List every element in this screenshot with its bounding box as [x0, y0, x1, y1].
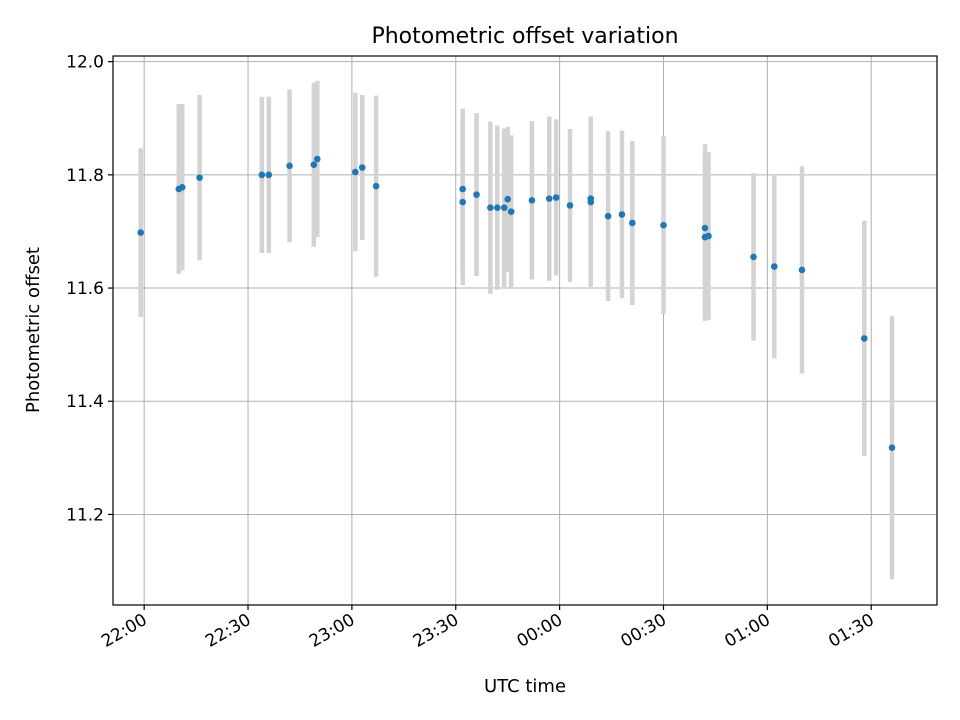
grid	[113, 56, 937, 605]
data-point	[258, 171, 266, 179]
data-point	[137, 229, 144, 236]
x-axis-label: UTC time	[484, 676, 566, 697]
data-point	[587, 195, 595, 202]
data-point	[358, 164, 366, 171]
data-point	[618, 211, 626, 218]
data-point	[798, 266, 806, 274]
data-point	[459, 198, 466, 206]
data-point	[770, 263, 778, 270]
y-tick-label: 11.6	[66, 279, 104, 299]
data-point	[494, 204, 501, 211]
data-point	[265, 171, 273, 179]
data-point	[705, 232, 712, 240]
y-tick-label: 11.2	[66, 505, 104, 525]
data-point	[310, 161, 318, 168]
data-point	[604, 212, 612, 220]
y-tick-label: 12.0	[66, 53, 104, 73]
data-point	[660, 221, 667, 229]
y-tick-label: 11.4	[66, 392, 104, 412]
data-point	[473, 191, 480, 198]
data-point	[352, 168, 359, 176]
y-tick-label: 11.8	[66, 166, 104, 186]
data-point	[372, 182, 380, 190]
data-point	[750, 253, 757, 261]
y-axis-label: Photometric offset	[23, 247, 44, 413]
data-point	[545, 195, 553, 202]
data-point	[701, 224, 709, 232]
plot-frame	[112, 55, 938, 606]
data-point	[178, 184, 186, 191]
data-point	[313, 155, 321, 163]
data-point	[528, 197, 536, 204]
data-point	[487, 204, 494, 211]
data-markers	[137, 155, 896, 451]
data-point	[286, 162, 293, 170]
data-point	[629, 219, 636, 227]
data-point	[888, 444, 896, 451]
chart-title: Photometric offset variation	[371, 24, 678, 49]
data-point	[507, 208, 515, 215]
data-point	[566, 202, 574, 209]
data-point	[504, 195, 511, 203]
data-point	[459, 185, 466, 193]
y-axis-ticks: 11.2 11.4 11.6 11.8 12.0	[66, 53, 113, 525]
data-point	[500, 204, 508, 211]
data-point	[552, 194, 560, 201]
data-point	[860, 335, 868, 342]
data-point	[196, 174, 203, 181]
